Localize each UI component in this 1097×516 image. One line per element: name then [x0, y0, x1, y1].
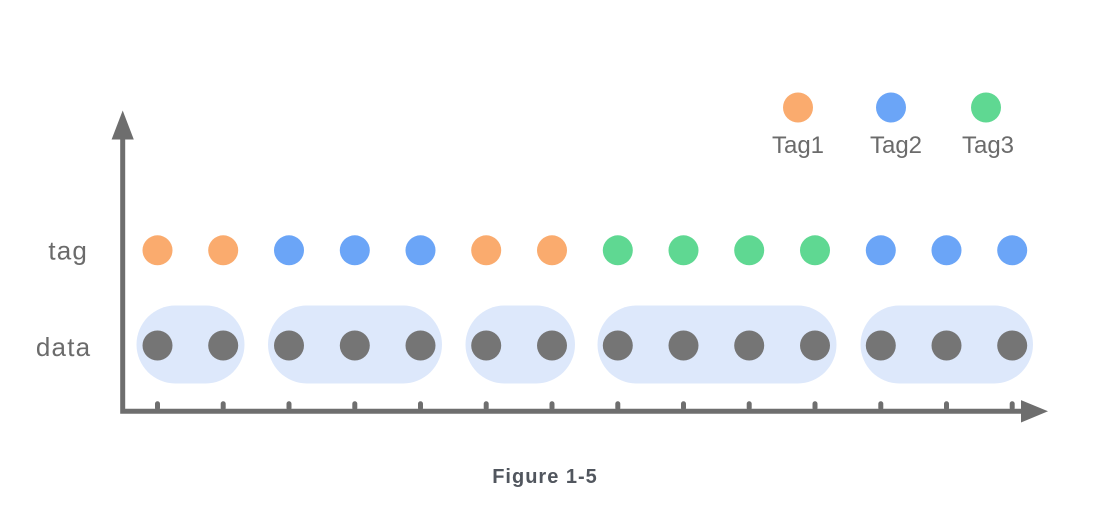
svg-text:tag: tag — [48, 235, 88, 265]
svg-text:Tag1: Tag1 — [772, 132, 824, 159]
svg-text:data: data — [36, 332, 91, 362]
svg-text:Tag3: Tag3 — [962, 132, 1014, 159]
svg-text:Tag2: Tag2 — [870, 132, 922, 159]
svg-text:Figure 1-5: Figure 1-5 — [492, 466, 598, 488]
